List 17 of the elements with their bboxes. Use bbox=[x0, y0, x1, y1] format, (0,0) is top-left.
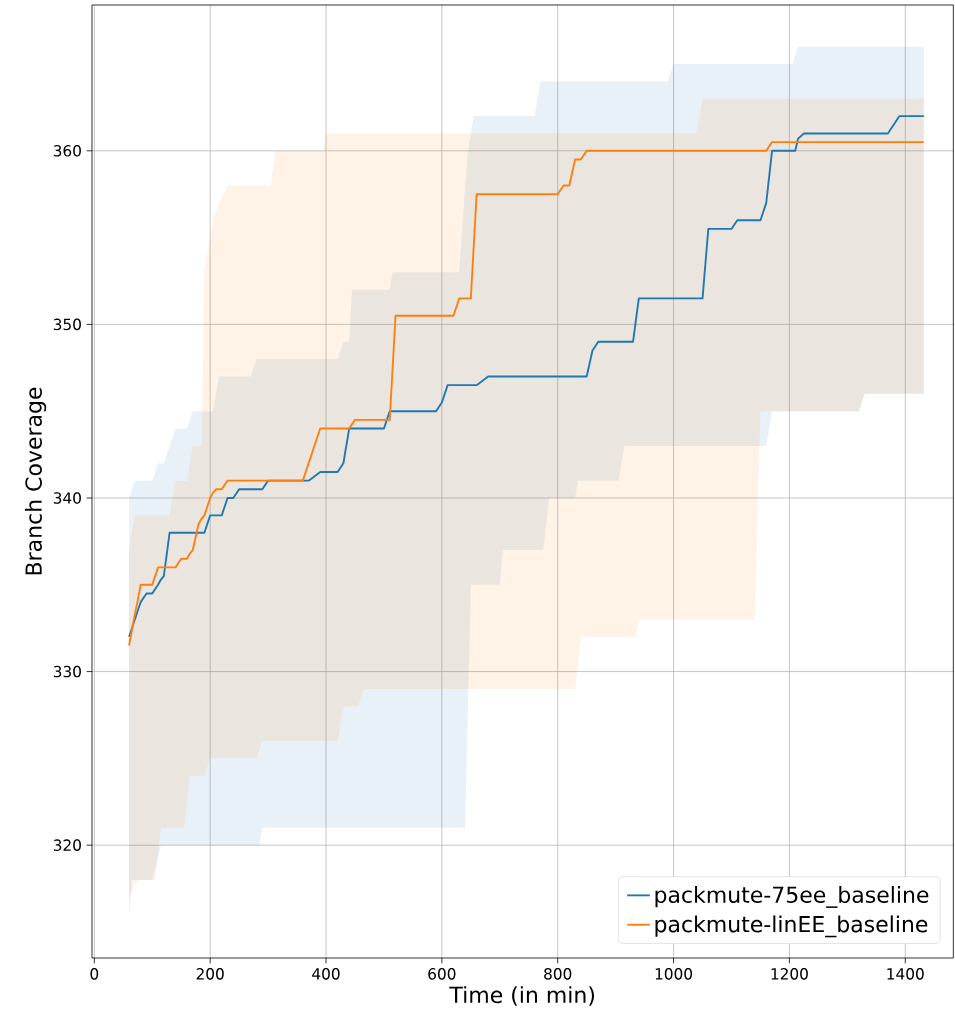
y-tick-label: 330 bbox=[53, 665, 81, 678]
y-axis-title: Branch Coverage bbox=[24, 387, 47, 575]
x-tick-label: 1400 bbox=[887, 968, 924, 980]
x-tick-label: 600 bbox=[428, 968, 456, 980]
legend-label: packmute-linEE_baseline bbox=[655, 915, 928, 938]
y-tick-label: 350 bbox=[53, 318, 81, 331]
y-tick-label: 360 bbox=[53, 145, 81, 157]
x-axis-title: Time (in min) bbox=[449, 986, 595, 1006]
legend-label: packmute-75ee_baseline bbox=[655, 886, 929, 908]
y-tick-label: 340 bbox=[53, 492, 81, 504]
x-tick-label: 800 bbox=[544, 968, 572, 980]
x-tick-label: 1000 bbox=[655, 968, 693, 980]
x-tick-label: 400 bbox=[312, 968, 340, 980]
y-tick-label: 320 bbox=[53, 839, 81, 851]
x-tick-label: 200 bbox=[196, 968, 224, 980]
x-tick-label: 1200 bbox=[771, 968, 808, 980]
x-tick-label: 0 bbox=[90, 968, 99, 980]
